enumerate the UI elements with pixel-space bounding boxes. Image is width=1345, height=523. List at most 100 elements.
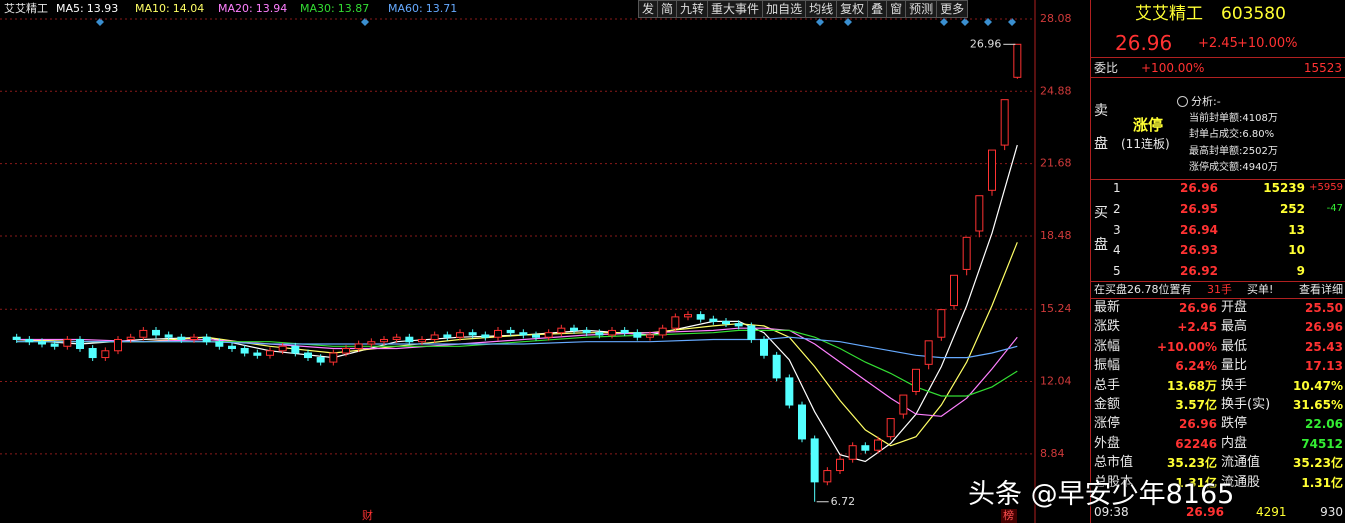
stat-value: 13.68万 <box>1167 378 1217 393</box>
ma-legend-name: MA10: <box>135 2 170 15</box>
candle-body <box>798 404 806 440</box>
watermark: 头条 @早安少年8165 <box>968 479 1235 510</box>
candle-body <box>316 357 325 363</box>
limit-up: 涨停 <box>1133 116 1164 134</box>
tick-volume: 4291 <box>1256 505 1287 519</box>
candle-body <box>848 445 857 460</box>
stat-label: 跌停 <box>1221 416 1248 432</box>
candle-body <box>608 329 616 336</box>
event-markers <box>96 18 1016 26</box>
candle-body <box>25 338 34 343</box>
candle-body <box>266 350 274 356</box>
candle-body <box>126 336 135 340</box>
stat-value: 17.13 <box>1305 359 1343 374</box>
candle-body <box>544 332 553 338</box>
stock-name: 艾艾精工 <box>4 2 48 15</box>
bid-price: 26.94 <box>1180 222 1218 237</box>
ma-legend-value: 13.94 <box>256 2 288 15</box>
candle-body <box>304 352 312 359</box>
toolbar-button[interactable]: 加自选 <box>762 0 807 18</box>
candle-body <box>50 343 59 347</box>
analysis-line: 分析:- <box>1191 95 1221 108</box>
y-tick-label: 18.48 <box>1040 229 1072 242</box>
candle-body <box>202 336 211 343</box>
ma-legend-name: MA30: <box>300 2 335 15</box>
bid-level: 4 <box>1113 243 1121 258</box>
bid-volume: 10 <box>1288 243 1305 258</box>
candle-body <box>886 418 895 438</box>
stat-label: 最高 <box>1221 319 1248 335</box>
analysis-line: 涨停成交额:4940万 <box>1189 162 1278 173</box>
candle-body <box>912 368 920 392</box>
y-tick-label: 24.88 <box>1040 84 1072 97</box>
candle-body <box>709 318 718 322</box>
stat-label: 内盘 <box>1221 435 1248 451</box>
toolbar-button[interactable]: 预测 <box>905 0 938 18</box>
tick-time: 09:38 <box>1094 505 1129 519</box>
stock-name: 艾艾精工 <box>1135 4 1203 24</box>
toolbar-button[interactable]: 均线 <box>805 0 838 18</box>
toolbar-button[interactable]: 重大事件 <box>707 0 764 18</box>
divider <box>1091 281 1345 282</box>
event-marker-label: 财 <box>362 508 373 522</box>
buy-label: 盘 <box>1094 237 1108 253</box>
bid-volume: 13 <box>1288 222 1305 237</box>
candle-body <box>785 377 794 406</box>
stat-label: 涨幅 <box>1094 338 1121 354</box>
candle-body <box>12 336 21 340</box>
weibi-label: 委比 <box>1094 61 1119 75</box>
candle-body <box>240 348 249 354</box>
stat-value: 35.23亿 <box>1167 456 1217 471</box>
stat-value: 1.31亿 <box>1301 475 1343 490</box>
candle-body <box>494 329 502 338</box>
toolbar: 发简九转 重大事件 加自选 均线 复权叠窗预测 更多 <box>638 0 969 18</box>
notice: 在买盘26.78位置有 <box>1094 283 1192 296</box>
chart: 艾艾精工 财 榜 8.84 12.04 15.24 18.48 21.68 24.88 28… <box>0 0 1072 523</box>
toolbar-button[interactable]: 叠 <box>867 0 888 18</box>
stat-value: 62246 <box>1175 436 1217 451</box>
stat-value: 74512 <box>1301 436 1343 451</box>
bid-price: 26.92 <box>1180 264 1218 279</box>
analysis-icon <box>1177 96 1188 107</box>
toolbar-button[interactable]: 九转 <box>676 0 709 18</box>
stat-value: 22.06 <box>1305 417 1343 432</box>
stat-value: 25.43 <box>1305 339 1343 354</box>
stat-label: 换手(实) <box>1221 397 1271 412</box>
toolbar-button[interactable]: 更多 <box>936 0 969 18</box>
candle-body <box>278 345 287 352</box>
toolbar-button[interactable]: 发 <box>638 0 659 18</box>
stat-label: 量比 <box>1221 358 1248 374</box>
candle-body <box>114 338 122 352</box>
candle-body <box>63 338 72 347</box>
candle-body <box>962 236 971 270</box>
candle-body <box>139 329 148 338</box>
ma-legend-name: MA60: <box>388 2 423 15</box>
stat-label: 最低 <box>1221 338 1248 354</box>
weibi-diff: 15523 <box>1303 61 1342 75</box>
stat-label: 开盘 <box>1221 300 1248 315</box>
y-tick-label: 15.24 <box>1040 302 1072 315</box>
bid-volume: 252 <box>1279 201 1305 216</box>
candle-body <box>772 354 781 379</box>
candle-body <box>899 394 908 415</box>
candle-body <box>595 332 604 336</box>
notice-link[interactable]: 查看详细 <box>1299 283 1343 296</box>
stat-label: 最新 <box>1094 300 1121 315</box>
candle-body <box>658 327 667 336</box>
notice: 买单! <box>1247 283 1274 296</box>
bid-volume: 9 <box>1296 264 1305 279</box>
toolbar-button[interactable]: 简 <box>657 0 678 18</box>
bid-volume: 15239 <box>1263 181 1305 195</box>
bid-price: 26.93 <box>1180 243 1218 258</box>
candle-body <box>367 341 376 345</box>
bid-change: -47 <box>1326 202 1343 214</box>
ma-legend-value: 13.93 <box>87 2 119 15</box>
toolbar-button[interactable]: 窗 <box>886 0 907 18</box>
toolbar-button[interactable]: 复权 <box>836 0 869 18</box>
candle-body <box>329 352 338 363</box>
candle-body <box>646 334 654 338</box>
candle-body <box>76 338 84 350</box>
candle-body <box>557 327 566 334</box>
ma-legend: MA5: 13.93 <box>56 2 118 15</box>
